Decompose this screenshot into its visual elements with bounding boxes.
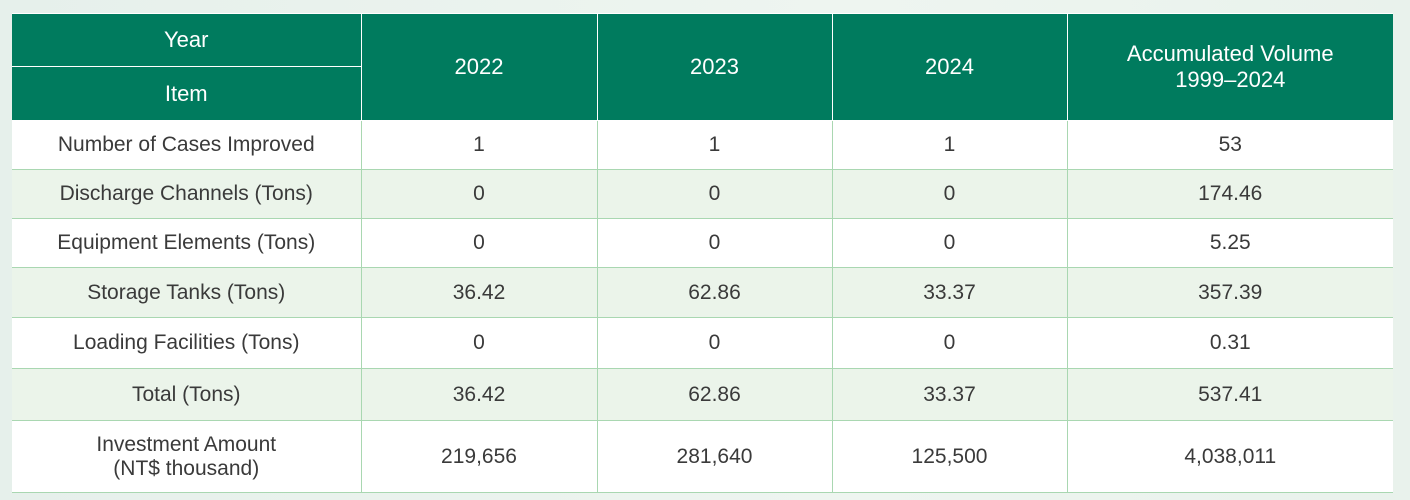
row-value: 281,640 (596, 420, 833, 493)
row-item: Equipment Elements (Tons) (12, 218, 362, 268)
row-value: 62.86 (596, 368, 833, 421)
header-2024: 2024 (831, 13, 1068, 121)
row-value: 0 (360, 317, 598, 369)
table-row: Discharge Channels (Tons) 0 0 0 174.46 (12, 169, 1393, 219)
row-value: 4,038,011 (1066, 420, 1393, 493)
table-row: Storage Tanks (Tons) 36.42 62.86 33.37 357.3… (12, 267, 1393, 318)
row-value: 0 (831, 218, 1068, 268)
header-item: Item (12, 66, 362, 121)
row-item-line2: (NT$ thousand) (113, 456, 260, 480)
row-value: 125,500 (831, 420, 1068, 493)
row-value: 62.86 (596, 267, 833, 318)
row-value: 219,656 (360, 420, 598, 493)
table-row: Number of Cases Improved 1 1 1 53 (12, 120, 1393, 170)
row-value: 36.42 (360, 368, 598, 421)
row-item: Storage Tanks (Tons) (12, 267, 362, 318)
row-value: 357.39 (1066, 267, 1393, 318)
row-value: 33.37 (831, 267, 1068, 318)
header-2022: 2022 (360, 13, 598, 121)
row-value: 537.41 (1066, 368, 1393, 421)
row-value: 36.42 (360, 267, 598, 318)
row-value: 0 (596, 317, 833, 369)
header-2023: 2023 (596, 13, 833, 121)
row-value: 53 (1066, 120, 1393, 170)
row-item-line1: Investment Amount (96, 432, 277, 456)
row-value: 1 (596, 120, 833, 170)
row-value: 174.46 (1066, 169, 1393, 219)
data-table: Year 2022 2023 2024 Accumulated Volume 19… (12, 13, 1393, 493)
table-row: Investment Amount (NT$ thousand) 219,656 28… (12, 420, 1393, 493)
row-item: Discharge Channels (Tons) (12, 169, 362, 219)
header-accumulated: Accumulated Volume 1999–2024 (1066, 13, 1393, 121)
header-year: Year (12, 13, 362, 67)
row-value: 1 (360, 120, 598, 170)
table-row: Total (Tons) 36.42 62.86 33.37 537.41 (12, 368, 1393, 421)
header-accumulated-line1: Accumulated Volume (1126, 41, 1334, 66)
row-value: 33.37 (831, 368, 1068, 421)
row-value: 0 (831, 169, 1068, 219)
row-value: 0 (596, 169, 833, 219)
row-value: 1 (831, 120, 1068, 170)
row-value: 0 (596, 218, 833, 268)
row-value: 5.25 (1066, 218, 1393, 268)
table-row: Equipment Elements (Tons) 0 0 0 5.25 (12, 218, 1393, 268)
row-item: Loading Facilities (Tons) (12, 317, 362, 369)
row-value: 0.31 (1066, 317, 1393, 369)
row-value: 0 (360, 169, 598, 219)
row-item: Investment Amount (NT$ thousand) (12, 420, 362, 493)
row-item: Number of Cases Improved (12, 120, 362, 170)
header-accumulated-line2: 1999–2024 (1175, 67, 1286, 92)
table-row: Loading Facilities (Tons) 0 0 0 0.31 (12, 317, 1393, 369)
row-value: 0 (831, 317, 1068, 369)
row-item: Total (Tons) (12, 368, 362, 421)
row-value: 0 (360, 218, 598, 268)
